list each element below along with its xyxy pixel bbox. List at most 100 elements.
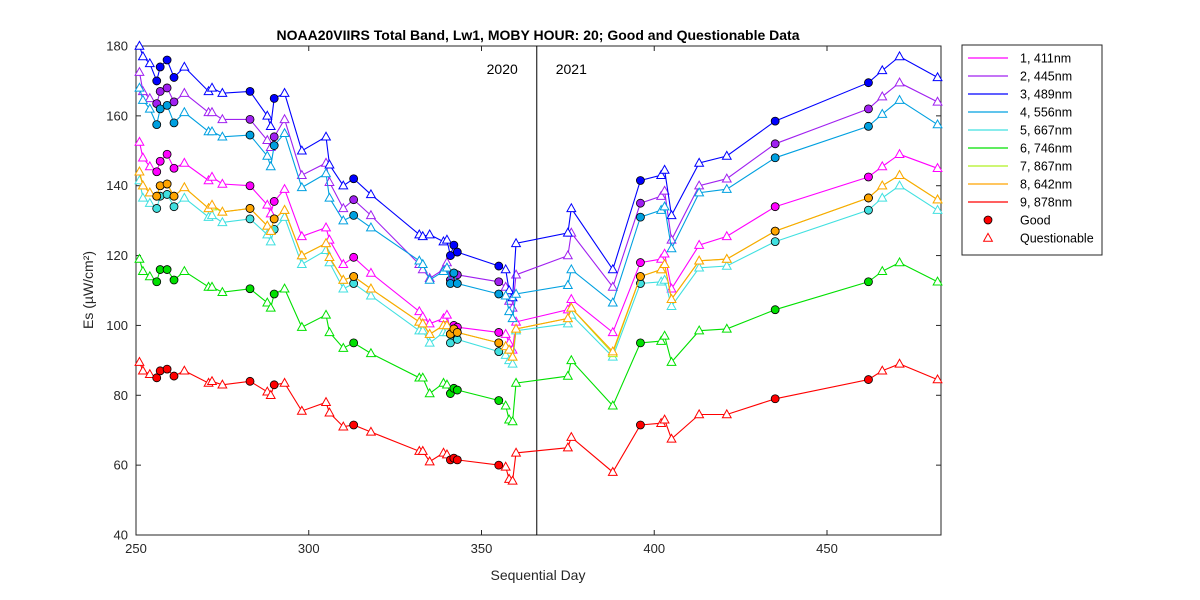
good-point <box>452 455 462 465</box>
questionable-point <box>206 209 218 220</box>
good-point <box>770 116 780 126</box>
questionable-point <box>607 346 619 356</box>
questionable-point <box>894 256 905 267</box>
questionable-point <box>693 325 705 335</box>
questionable-point <box>265 389 276 400</box>
questionable-point <box>217 178 228 188</box>
good-point <box>269 289 279 299</box>
questionable-point <box>659 185 670 195</box>
good-point <box>494 396 504 405</box>
legend-label: 2, 445nm <box>1020 70 1072 84</box>
good-point <box>636 272 645 281</box>
questionable-point <box>324 251 335 262</box>
questionable-point <box>217 379 228 389</box>
good-point <box>636 212 645 222</box>
questionable-point <box>365 426 377 436</box>
questionable-point <box>424 274 435 284</box>
questionable-point <box>365 209 377 220</box>
questionable-point <box>279 87 290 97</box>
questionable-point <box>441 379 453 389</box>
questionable-point <box>932 162 943 172</box>
good-point <box>245 204 255 213</box>
questionable-point <box>320 222 332 232</box>
questionable-point <box>441 319 453 330</box>
good-point <box>349 174 359 184</box>
questionable-point <box>424 387 435 398</box>
questionable-point <box>510 323 522 333</box>
questionable-point <box>179 181 190 192</box>
good-point <box>152 204 162 213</box>
good-point <box>169 97 179 107</box>
year-annotation-1: 2020 <box>487 61 518 77</box>
good-point <box>770 305 780 315</box>
good-point <box>269 141 279 150</box>
questionable-point <box>365 290 377 300</box>
good-point <box>864 78 873 88</box>
good-point <box>864 205 873 215</box>
questionable-point <box>659 258 670 269</box>
questionable-point <box>500 263 511 274</box>
questionable-point <box>338 215 349 225</box>
questionable-point <box>217 206 228 216</box>
questionable-point <box>320 396 332 406</box>
good-point <box>169 163 179 173</box>
questionable-point <box>296 405 308 415</box>
series-1 <box>134 136 943 354</box>
questionable-point <box>217 113 228 124</box>
good-point <box>152 277 162 287</box>
good-point <box>636 338 645 348</box>
questionable-point <box>877 365 888 375</box>
x-tick-label: 450 <box>816 541 838 556</box>
good-point <box>152 76 162 86</box>
questionable-point <box>296 230 308 241</box>
good-point <box>245 181 255 191</box>
questionable-point <box>217 87 228 97</box>
questionable-point <box>693 239 705 249</box>
questionable-point <box>144 187 156 197</box>
questionable-point <box>324 407 335 417</box>
questionable-point <box>206 82 218 92</box>
questionable-point <box>441 234 453 244</box>
questionable-point <box>932 118 943 129</box>
questionable-point <box>562 227 574 237</box>
good-point <box>162 83 172 93</box>
good-point <box>770 139 780 149</box>
questionable-point <box>424 328 435 338</box>
questionable-point <box>607 326 619 337</box>
questionable-point <box>441 262 453 272</box>
questionable-point <box>338 421 349 431</box>
questionable-point <box>144 57 156 68</box>
questionable-point <box>503 305 515 316</box>
legend-label: 1, 411nm <box>1020 52 1071 66</box>
questionable-point <box>693 187 705 197</box>
good-point <box>636 420 645 430</box>
good-point <box>636 258 645 267</box>
y-tick-label: 120 <box>106 248 128 263</box>
questionable-point <box>324 192 335 202</box>
good-point <box>152 191 162 201</box>
questionable-point <box>265 160 276 171</box>
questionable-point <box>607 400 619 410</box>
good-point <box>494 460 504 470</box>
questionable-point <box>320 309 332 319</box>
questionable-point <box>262 297 273 307</box>
good-point <box>864 193 873 203</box>
questionable-point <box>721 183 733 193</box>
questionable-point <box>693 255 705 265</box>
questionable-point <box>659 201 670 211</box>
questionable-point <box>206 281 218 291</box>
questionable-point <box>206 125 218 136</box>
questionable-point <box>324 159 335 169</box>
x-tick-label: 250 <box>125 541 147 556</box>
good-point <box>245 114 255 124</box>
questionable-point <box>607 297 619 307</box>
y-tick-label: 180 <box>106 39 128 54</box>
questionable-point <box>566 431 577 441</box>
legend: 1, 411nm 2, 445nm 3, 489nm 4, 556nm 5, 667nm… <box>961 44 1103 256</box>
questionable-point <box>562 312 574 323</box>
good-point <box>152 167 162 177</box>
questionable-point <box>607 281 619 291</box>
good-point <box>245 87 255 96</box>
questionable-point <box>134 253 145 263</box>
